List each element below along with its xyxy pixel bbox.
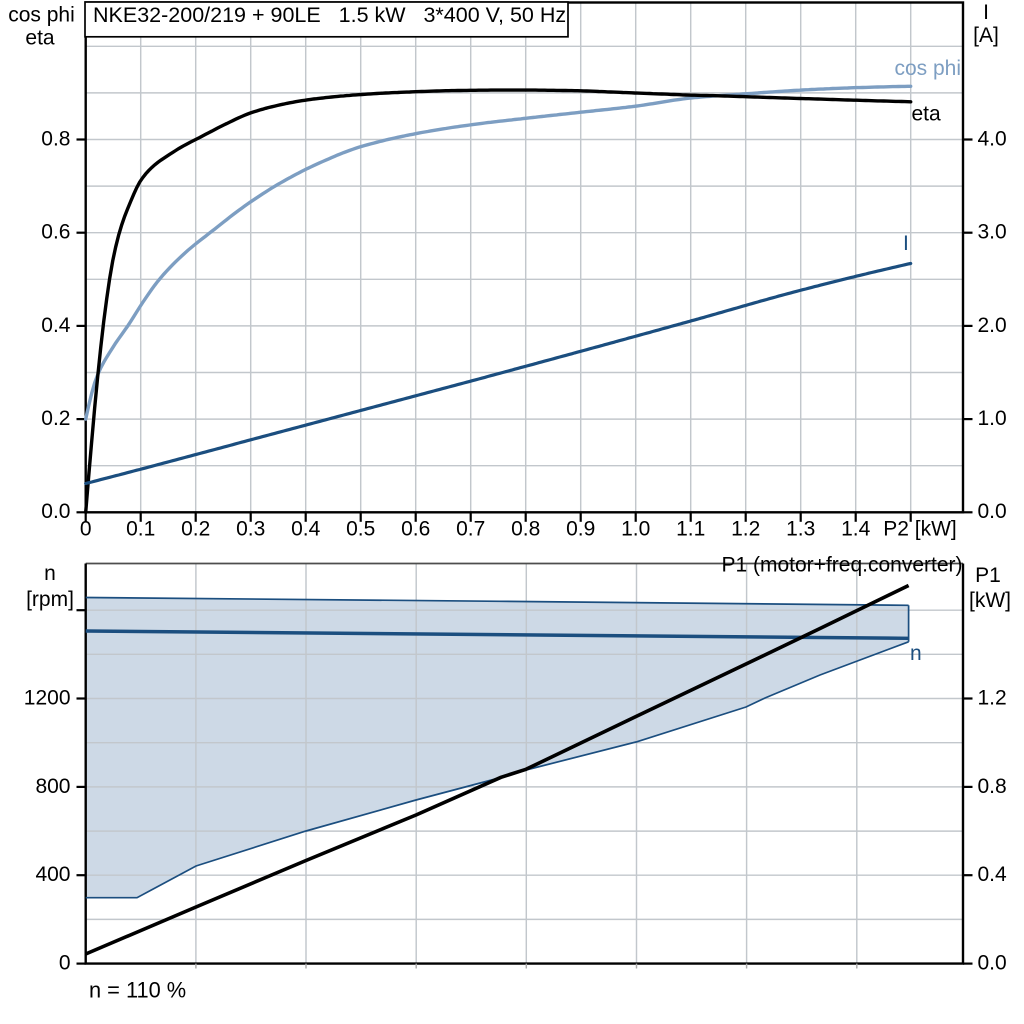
svg-text:0.0: 0.0	[978, 500, 1007, 523]
svg-text:1.2: 1.2	[978, 686, 1007, 709]
svg-text:0: 0	[59, 952, 71, 975]
svg-text:I: I	[983, 1, 989, 24]
svg-text:0.7: 0.7	[456, 518, 485, 541]
svg-text:P2 [kW]: P2 [kW]	[883, 518, 957, 541]
svg-text:0.2: 0.2	[181, 518, 210, 541]
svg-text:1.1: 1.1	[676, 518, 705, 541]
svg-text:n: n	[44, 562, 56, 585]
svg-text:[A]: [A]	[973, 24, 999, 47]
svg-text:0.6: 0.6	[41, 221, 70, 244]
svg-text:0.4: 0.4	[41, 314, 71, 337]
svg-text:cos phi: cos phi	[894, 57, 961, 80]
svg-text:800: 800	[35, 775, 70, 798]
svg-text:[rpm]: [rpm]	[26, 588, 74, 611]
svg-text:1.0: 1.0	[621, 518, 650, 541]
svg-text:0.8: 0.8	[978, 775, 1007, 798]
svg-text:I: I	[903, 232, 909, 255]
svg-text:0.0: 0.0	[978, 952, 1007, 975]
svg-text:2.0: 2.0	[978, 314, 1007, 337]
svg-text:400: 400	[35, 863, 70, 886]
svg-text:0.2: 0.2	[41, 407, 70, 430]
svg-text:0.9: 0.9	[566, 518, 595, 541]
svg-text:eta: eta	[912, 103, 942, 126]
svg-text:0.4: 0.4	[978, 863, 1008, 886]
svg-text:0.3: 0.3	[236, 518, 265, 541]
svg-text:n = 110 %: n = 110 %	[89, 978, 186, 1003]
svg-text:4.0: 4.0	[978, 127, 1007, 150]
svg-text:1.2: 1.2	[731, 518, 760, 541]
svg-text:0.8: 0.8	[41, 127, 70, 150]
svg-text:P1 (motor+freq.converter): P1 (motor+freq.converter)	[721, 554, 962, 577]
svg-text:0.8: 0.8	[511, 518, 540, 541]
svg-text:1.4: 1.4	[841, 518, 871, 541]
svg-text:1.0: 1.0	[978, 407, 1007, 430]
svg-text:1200: 1200	[24, 686, 71, 709]
svg-text:P1: P1	[975, 564, 1001, 587]
svg-text:0.0: 0.0	[41, 500, 70, 523]
svg-text:3.0: 3.0	[978, 221, 1007, 244]
svg-text:0.6: 0.6	[401, 518, 430, 541]
svg-text:1.3: 1.3	[786, 518, 815, 541]
svg-text:eta: eta	[25, 27, 55, 50]
svg-text:n: n	[910, 642, 922, 665]
svg-text:0: 0	[80, 518, 92, 541]
svg-text:0.5: 0.5	[346, 518, 375, 541]
svg-text:cos phi: cos phi	[8, 4, 75, 27]
svg-text:0.4: 0.4	[291, 518, 321, 541]
svg-text:NKE32-200/219 + 90LE 1.5 kW: NKE32-200/219 + 90LE 1.5 kW 3*400 V, 50 …	[93, 3, 566, 27]
svg-text:[kW]: [kW]	[969, 589, 1011, 612]
svg-text:0.1: 0.1	[126, 518, 155, 541]
